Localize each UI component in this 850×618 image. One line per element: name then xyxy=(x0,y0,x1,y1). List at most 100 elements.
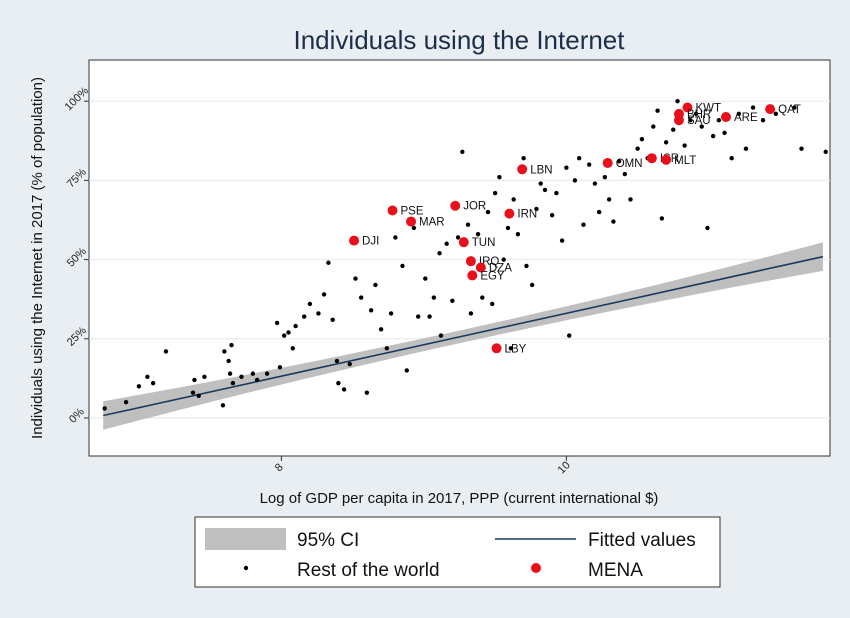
world-point xyxy=(404,368,409,373)
world-point xyxy=(290,346,295,351)
mena-point-label: ARE xyxy=(734,112,758,124)
world-point xyxy=(192,377,197,383)
world-point xyxy=(635,146,640,151)
world-point xyxy=(190,390,196,395)
world-point xyxy=(716,117,722,123)
world-point xyxy=(321,292,327,297)
world-point xyxy=(659,216,665,221)
world-point xyxy=(364,390,370,395)
rest-of-world-points xyxy=(102,98,828,411)
world-point xyxy=(596,209,602,215)
world-point xyxy=(799,146,804,151)
world-point xyxy=(438,333,444,338)
mena-points: QATKWTBHRSAUAREOMNISRMLTLBNJORIRNPSEMARD… xyxy=(349,102,801,355)
mena-point-label: OMN xyxy=(616,158,643,170)
world-point xyxy=(592,181,598,186)
world-point xyxy=(538,181,543,186)
mena-point-label: IRN xyxy=(517,209,537,221)
world-point xyxy=(693,111,699,117)
world-point xyxy=(282,333,287,338)
legend-fit-label: Fitted values xyxy=(588,530,696,551)
legend-world-marker xyxy=(243,565,249,571)
world-point xyxy=(534,206,539,212)
world-point xyxy=(760,117,766,123)
world-point xyxy=(554,190,559,196)
mena-point-label: MAR xyxy=(419,217,445,229)
world-point xyxy=(559,238,565,243)
world-point xyxy=(792,105,797,110)
world-point xyxy=(628,197,633,202)
fitted-line xyxy=(103,255,824,417)
world-point xyxy=(378,327,384,332)
mena-point xyxy=(491,343,502,354)
world-point xyxy=(577,156,582,161)
world-point xyxy=(460,149,465,155)
world-point xyxy=(437,251,442,256)
world-point xyxy=(427,314,432,319)
legend-ci-label: 95% CI xyxy=(297,530,359,551)
fitted-values-line xyxy=(103,255,824,417)
mena-point-label: JOR xyxy=(463,201,486,213)
world-point xyxy=(505,225,511,231)
world-point xyxy=(358,295,364,300)
world-point xyxy=(655,108,660,113)
world-point xyxy=(334,358,340,364)
world-point xyxy=(163,349,169,354)
world-point xyxy=(301,314,307,319)
world-point xyxy=(501,257,506,262)
world-point xyxy=(368,308,374,313)
world-point xyxy=(222,349,227,354)
world-point xyxy=(475,232,481,237)
mena-point-label: LBY xyxy=(505,343,527,355)
world-point xyxy=(388,311,394,316)
world-point xyxy=(202,374,207,379)
world-point xyxy=(736,111,741,117)
mena-point xyxy=(406,216,417,227)
world-point xyxy=(293,323,298,329)
world-point xyxy=(347,361,352,367)
world-point xyxy=(336,380,341,386)
world-point xyxy=(330,317,335,322)
mena-point xyxy=(349,235,360,246)
mena-point-label: KWT xyxy=(696,103,722,115)
world-point xyxy=(468,311,474,316)
mena-point xyxy=(465,256,476,267)
mena-point-label: SAU xyxy=(687,115,711,127)
world-point xyxy=(616,159,622,164)
mena-point xyxy=(504,208,515,219)
world-point xyxy=(229,342,234,348)
mena-point xyxy=(602,157,613,168)
world-point xyxy=(602,175,608,180)
world-point xyxy=(823,149,828,155)
world-point xyxy=(497,175,502,180)
world-point xyxy=(586,162,592,167)
world-point xyxy=(307,301,313,307)
world-point xyxy=(274,320,280,326)
mena-point xyxy=(765,104,776,115)
mena-point xyxy=(646,153,657,164)
world-point xyxy=(511,197,516,202)
mena-point xyxy=(682,102,693,113)
world-point xyxy=(250,371,256,376)
world-point xyxy=(411,225,417,231)
world-point xyxy=(743,146,749,151)
world-point xyxy=(515,232,521,237)
world-point xyxy=(606,197,612,202)
world-point xyxy=(123,399,129,405)
world-point xyxy=(264,371,270,376)
world-point xyxy=(581,222,586,227)
world-point xyxy=(254,377,260,383)
world-point xyxy=(373,282,378,288)
world-point xyxy=(682,143,687,148)
legend-world-label: Rest of the world xyxy=(297,560,440,581)
world-point xyxy=(239,374,244,379)
world-point xyxy=(277,365,283,370)
mena-point xyxy=(661,154,672,165)
mena-point xyxy=(720,112,731,123)
mena-point-label: MLT xyxy=(674,155,696,167)
world-point xyxy=(675,98,680,104)
mena-point xyxy=(387,205,398,216)
legend-ci-swatch xyxy=(205,528,286,550)
world-point xyxy=(102,406,107,411)
